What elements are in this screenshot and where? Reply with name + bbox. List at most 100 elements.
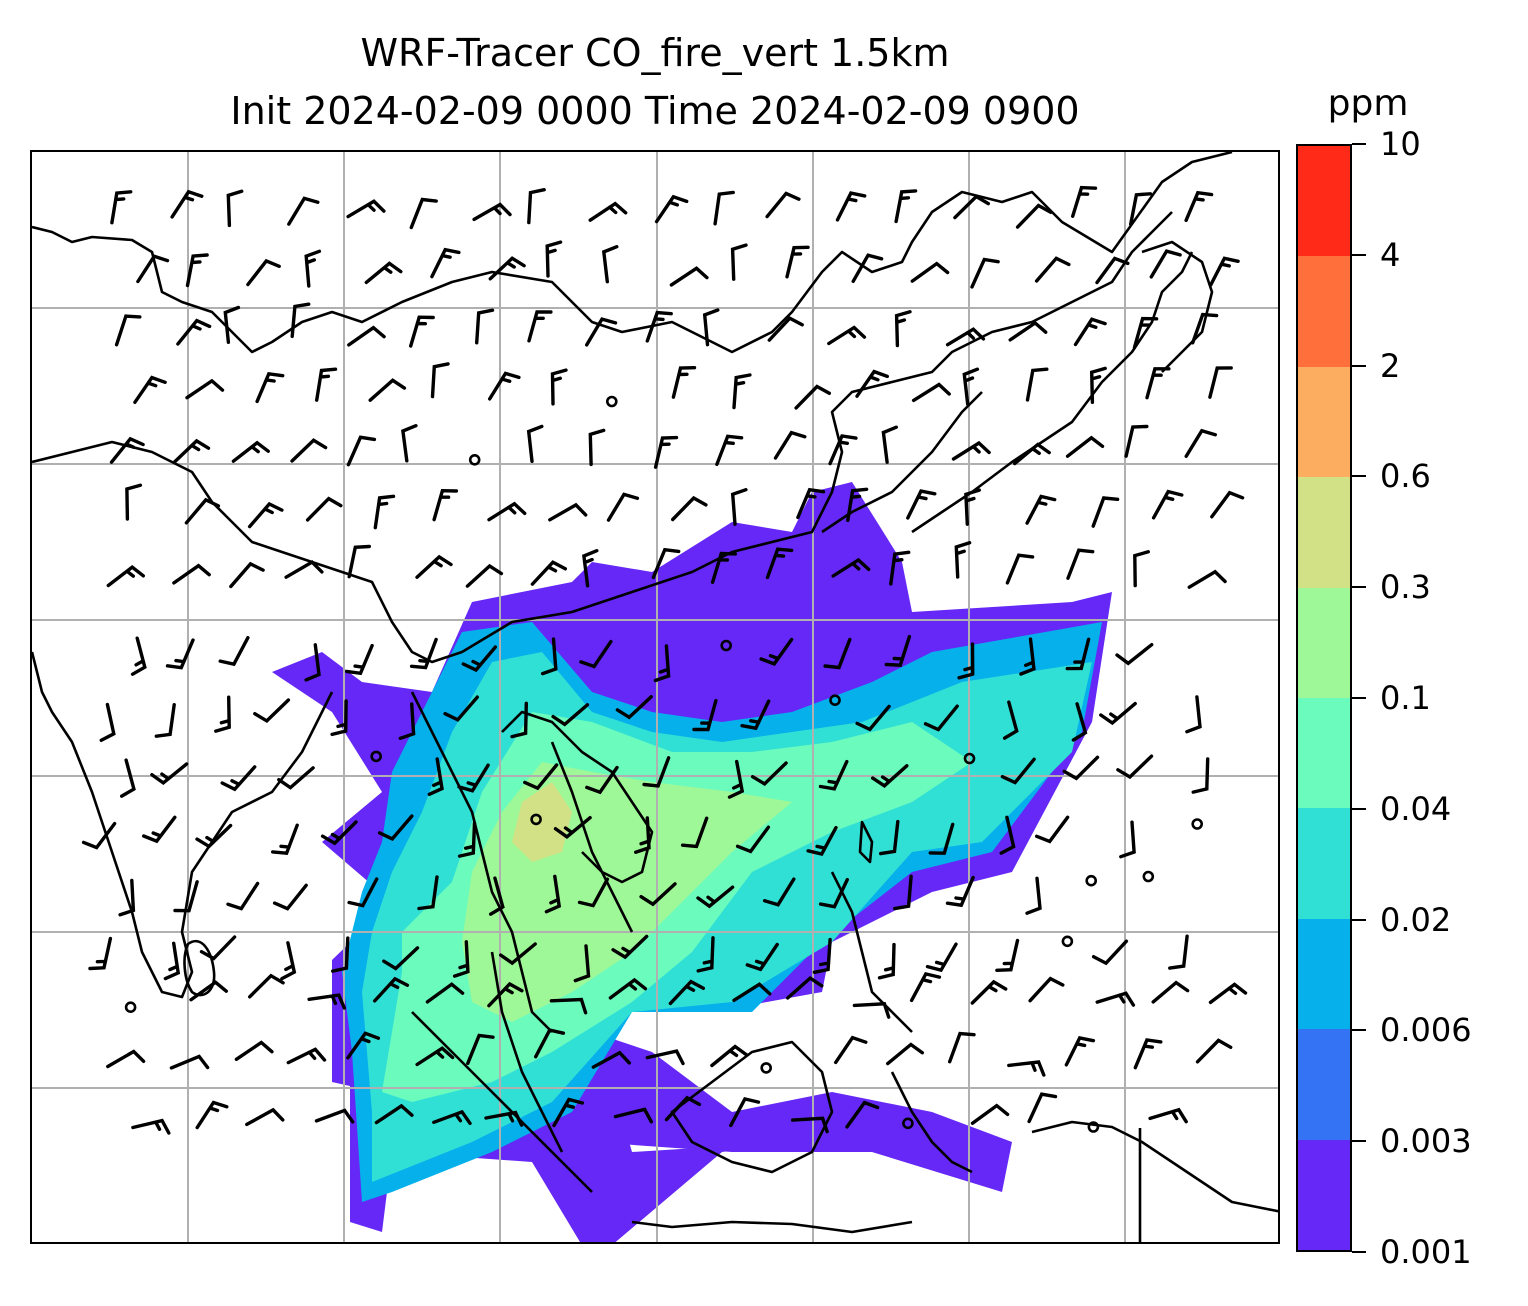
wind-barb	[540, 637, 558, 676]
wind-barb	[130, 636, 147, 676]
wind-barb	[1025, 494, 1057, 525]
wind-barb	[1184, 190, 1214, 222]
indochina-3	[550, 741, 634, 933]
wind-barb	[549, 997, 588, 1015]
colorbar-tick-label: 10	[1380, 125, 1421, 163]
himalaya-border	[32, 440, 463, 664]
wind-barb	[696, 885, 735, 909]
wind-barb	[889, 550, 911, 586]
colorbar-segment-1	[1298, 1029, 1350, 1140]
wind-barb	[696, 936, 715, 973]
wind-barb	[425, 982, 465, 1004]
map-title-line-1: WRF-Tracer CO_fire_vert 1.5km	[360, 31, 950, 75]
wind-barb	[1145, 367, 1171, 400]
colorbar-unit-label: ppm	[1327, 83, 1409, 124]
wind-barb	[1095, 991, 1136, 1007]
calm-wind-circle	[1142, 870, 1155, 883]
wind-barb	[304, 643, 321, 682]
wind-barb	[948, 1031, 976, 1064]
wind-barb	[110, 190, 133, 225]
wind-barb	[398, 702, 416, 740]
wind-barb	[1119, 820, 1136, 859]
wind-barb	[732, 982, 772, 1002]
wind-barb	[579, 639, 613, 669]
wind-barb	[735, 825, 771, 854]
wind-barb	[765, 191, 801, 219]
wind-barb	[585, 317, 618, 347]
wind-barb	[223, 305, 241, 344]
wind-barb	[577, 877, 610, 908]
map-canvas	[32, 152, 1278, 1242]
wind-barb	[710, 1044, 749, 1068]
colorbar-tick	[1352, 918, 1366, 921]
wind-barb	[794, 384, 831, 410]
wind-barb	[591, 1050, 631, 1069]
colorbar-tick	[1352, 586, 1366, 589]
colorbar-tick-label: 0.1	[1380, 679, 1431, 717]
colorbar-segment-0	[1298, 1139, 1350, 1250]
wind-barb	[475, 308, 495, 345]
wind-barb	[806, 825, 838, 856]
colorbar-tick	[1352, 1029, 1366, 1032]
coastlines	[32, 152, 1278, 1242]
wind-barb	[248, 973, 285, 999]
wind-barb	[713, 190, 735, 226]
wind-barb	[1066, 548, 1095, 580]
wind-barb	[131, 1118, 171, 1135]
wind-barb	[176, 318, 212, 346]
wind-barb	[852, 1002, 891, 1019]
calm-wind-circles	[124, 395, 1203, 1133]
wind-barb	[106, 1049, 146, 1069]
wind-barb	[1064, 1035, 1096, 1067]
wind-barb	[834, 1035, 868, 1065]
wind-barb	[664, 1095, 702, 1122]
wind-barb	[645, 1049, 685, 1066]
wind-barb	[970, 257, 1000, 289]
wind-barb	[1071, 185, 1098, 218]
colorbar-tick	[1352, 253, 1366, 256]
plume-band-6	[512, 782, 572, 862]
wind-barb	[304, 249, 322, 288]
wind-barb	[229, 561, 265, 589]
colorbar-segment-5	[1298, 587, 1350, 698]
wind-barb	[582, 549, 599, 588]
new-guinea	[1031, 1120, 1278, 1213]
wind-barb	[247, 501, 284, 529]
wind-barb	[1195, 1038, 1233, 1064]
wind-barb	[1062, 755, 1100, 781]
wind-barb	[642, 756, 671, 788]
wind-barb	[785, 245, 810, 279]
wind-barb	[544, 874, 562, 914]
wind-barb	[1209, 256, 1240, 287]
wind-barb	[1115, 643, 1154, 666]
wind-barb	[487, 981, 524, 1008]
wind-barb	[120, 758, 136, 798]
calm-wind-circle	[468, 453, 481, 466]
wind-barb	[611, 934, 649, 960]
wind-barb	[526, 424, 544, 463]
wind-barb	[346, 435, 377, 467]
colorbar-tick	[1352, 697, 1366, 699]
wind-barb	[430, 362, 450, 399]
wind-barb	[415, 554, 453, 579]
wind-barb	[172, 563, 211, 585]
wind-barb	[284, 559, 324, 579]
wind-barb	[1191, 757, 1210, 794]
calm-wind-circle	[829, 694, 841, 707]
wind-barb	[945, 875, 975, 908]
wind-barb	[195, 1100, 229, 1130]
wind-barb	[732, 373, 752, 410]
tracer-plume	[272, 482, 1112, 1242]
wind-barb	[750, 761, 788, 787]
wind-barb	[510, 701, 528, 739]
wind-barb	[957, 642, 975, 680]
wind-barb	[401, 424, 418, 463]
colorbar-tick-label: 0.006	[1380, 1011, 1472, 1050]
wind-barb	[588, 201, 628, 222]
philippines	[830, 871, 913, 1033]
wind-barb	[347, 877, 379, 908]
wind-barb	[1133, 550, 1150, 588]
wind-barb	[585, 765, 619, 795]
wind-barb	[909, 971, 942, 1003]
wind-barb	[189, 980, 228, 1002]
